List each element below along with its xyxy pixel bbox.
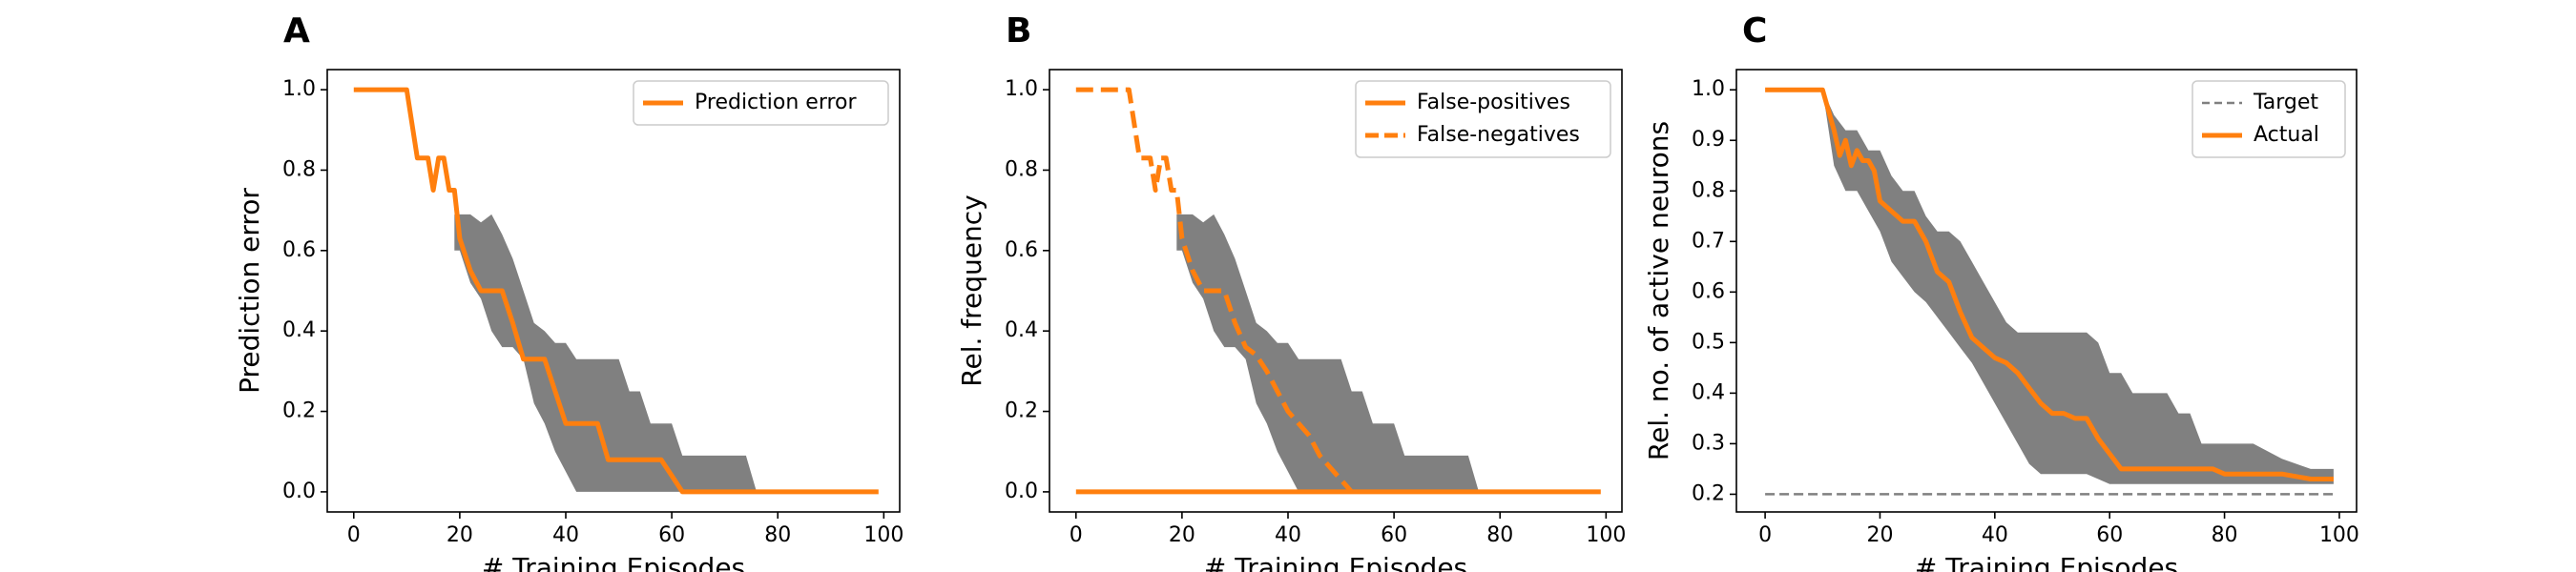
x-axis-label: # Training Episodes bbox=[1204, 552, 1467, 572]
y-axis-label: Rel. no. of active neurons bbox=[1643, 121, 1674, 460]
y-tick-label: 0.9 bbox=[1692, 128, 1725, 152]
series-line-prediction-error bbox=[353, 87, 879, 495]
x-tick-label: 20 bbox=[1169, 523, 1195, 547]
plot-frame bbox=[326, 69, 901, 513]
chart-panel-b: B 0 20 40 60 80 100 0.0 0.2 0.4 0.6 0.8 1.0 # Trainin… bbox=[956, 11, 1626, 572]
x-tick-label: 0 bbox=[1070, 523, 1083, 547]
y-tick-label: 1.0 bbox=[1005, 77, 1038, 101]
y-tick-label: 0.6 bbox=[1005, 238, 1038, 262]
x-tick-label: 0 bbox=[347, 523, 361, 547]
x-tick-label: 80 bbox=[2212, 523, 2238, 547]
x-axis-label: # Training Episodes bbox=[482, 552, 745, 572]
plot-frame bbox=[1049, 69, 1623, 513]
legend-label: False-negatives bbox=[1417, 123, 1580, 147]
legend-box bbox=[2192, 80, 2346, 158]
y-tick-label: 1.0 bbox=[1692, 77, 1725, 101]
x-axis-label: # Training Episodes bbox=[1915, 552, 2178, 572]
x-tick-label: 60 bbox=[1381, 523, 1407, 547]
x-tick-label: 40 bbox=[1982, 523, 2008, 547]
confidence-band bbox=[1176, 214, 1479, 492]
x-tick-label: 40 bbox=[1275, 523, 1301, 547]
y-axis-label: Rel. frequency bbox=[956, 194, 987, 386]
plot-frame bbox=[1735, 69, 2358, 513]
confidence-band bbox=[1822, 90, 2334, 484]
series-line-false-negatives bbox=[1075, 87, 1354, 494]
x-tick-label: 80 bbox=[764, 523, 791, 547]
x-tick-label: 60 bbox=[2096, 523, 2123, 547]
x-tick-label: 80 bbox=[1486, 523, 1513, 547]
y-tick-label: 0.8 bbox=[1005, 157, 1038, 181]
y-tick-label: 0.0 bbox=[282, 480, 316, 503]
x-tick-label: 0 bbox=[1758, 523, 1772, 547]
y-tick-label: 1.0 bbox=[282, 77, 316, 101]
panel-label: B bbox=[1006, 11, 1031, 51]
y-tick-label: 0.2 bbox=[1692, 481, 1725, 505]
panel-label: A bbox=[283, 11, 310, 51]
confidence-band bbox=[454, 214, 757, 492]
legend-label: Prediction error bbox=[695, 91, 857, 114]
legend-label: Actual bbox=[2254, 123, 2319, 147]
y-tick-label: 0.6 bbox=[282, 238, 316, 262]
y-axis-label: Prediction error bbox=[234, 188, 265, 394]
y-tick-label: 0.5 bbox=[1692, 330, 1725, 354]
y-tick-label: 0.2 bbox=[282, 399, 316, 423]
x-tick-label: 20 bbox=[1866, 523, 1893, 547]
x-tick-label: 60 bbox=[658, 523, 685, 547]
legend-label: Target bbox=[2253, 91, 2318, 114]
y-tick-label: 0.2 bbox=[1005, 399, 1038, 423]
y-tick-label: 0.4 bbox=[1005, 318, 1038, 342]
panel-label: C bbox=[1742, 11, 1767, 51]
legend: Target Actual bbox=[2192, 80, 2346, 158]
y-tick-label: 0.8 bbox=[282, 157, 316, 181]
x-tick-label: 100 bbox=[1586, 523, 1626, 547]
x-tick-label: 40 bbox=[552, 523, 579, 547]
x-tick-label: 100 bbox=[2319, 523, 2359, 547]
y-tick-label: 0.4 bbox=[1692, 380, 1725, 404]
y-tick-label: 0.3 bbox=[1692, 431, 1725, 455]
legend: Prediction error bbox=[633, 80, 889, 126]
chart-panel-a: A 0 20 40 60 80 100 0.0 0.2 0.4 0.6 0.8 1.0 # Trainin… bbox=[234, 11, 904, 572]
chart-panel-c: C 0 20 40 60 80 100 0.2 0.3 0.4 0.5 0.6 0.7 0.8 0.9 1.0… bbox=[1643, 11, 2359, 572]
y-tick-label: 0.6 bbox=[1692, 279, 1725, 303]
x-tick-label: 20 bbox=[447, 523, 473, 547]
series-line-actual bbox=[1765, 87, 2334, 481]
legend: False-positives False-negatives bbox=[1355, 80, 1611, 158]
y-tick-label: 0.4 bbox=[282, 318, 316, 342]
y-tick-label: 0.8 bbox=[1692, 178, 1725, 202]
legend-box bbox=[633, 80, 889, 126]
y-tick-label: 0.7 bbox=[1692, 229, 1725, 253]
legend-box bbox=[1355, 80, 1611, 158]
y-tick-label: 0.0 bbox=[1005, 480, 1038, 503]
legend-label: False-positives bbox=[1417, 91, 1570, 114]
x-tick-label: 100 bbox=[863, 523, 904, 547]
